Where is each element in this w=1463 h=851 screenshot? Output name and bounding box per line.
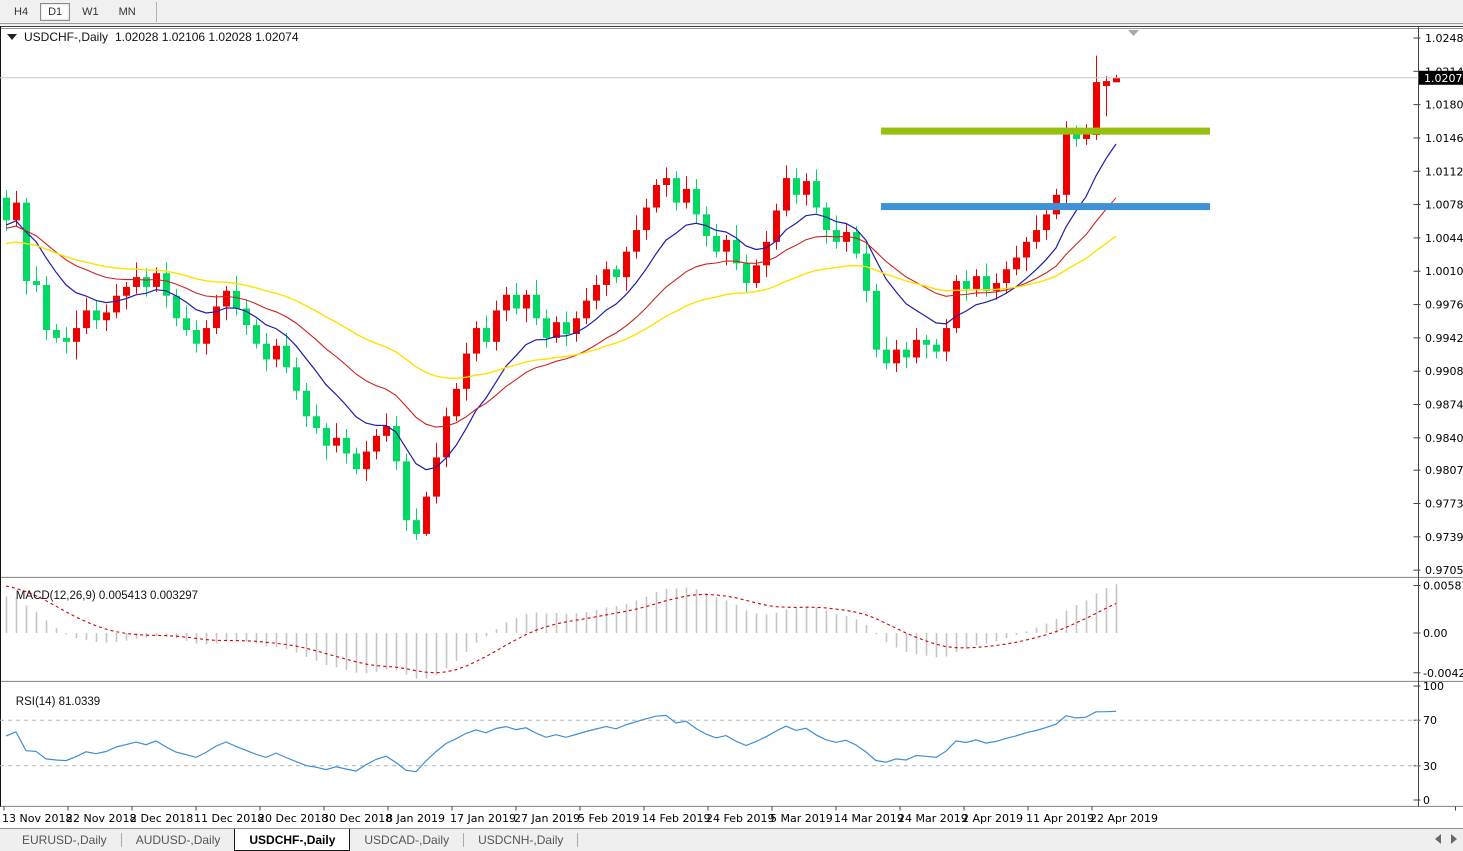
svg-text:5 Feb 2019: 5 Feb 2019 [578, 812, 639, 825]
svg-text:1.01120: 1.01120 [1425, 165, 1463, 178]
rsi-label: RSI(14) 81.0339 [3, 684, 100, 720]
svg-text:11 Apr 2019: 11 Apr 2019 [1026, 812, 1094, 825]
tab-scroll-arrows [1435, 834, 1457, 844]
timeframe-button-w1[interactable]: W1 [74, 3, 107, 21]
svg-text:24 Mar 2019: 24 Mar 2019 [898, 812, 968, 825]
chart-canvas[interactable]: 1.024801.021401.018001.014601.011201.007… [0, 26, 1463, 828]
tab-scroll-left-icon[interactable] [1435, 834, 1441, 844]
tab-separator [463, 833, 465, 847]
svg-text:1.02480: 1.02480 [1425, 32, 1463, 45]
tab-usdcnh[interactable]: USDCNH-,Daily [478, 833, 564, 847]
toolbar-separator [155, 1, 157, 22]
macd-values: 0.005413 0.003297 [98, 590, 199, 602]
svg-text:30 Dec 2018: 30 Dec 2018 [322, 812, 392, 825]
timeframe-toolbar: H4 D1 W1 MN [0, 0, 1463, 24]
chart-title-ohlc: 1.02028 1.02106 1.02028 1.02074 [115, 30, 299, 44]
tab-usdchf[interactable]: USDCHF-,Daily [234, 829, 351, 851]
svg-text:5 Mar 2019: 5 Mar 2019 [770, 812, 833, 825]
timeframe-button-h4[interactable]: H4 [6, 3, 36, 21]
svg-text:1.02074: 1.02074 [1424, 72, 1463, 85]
svg-text:1.01800: 1.01800 [1425, 99, 1463, 112]
svg-text:22 Nov 2018: 22 Nov 2018 [66, 812, 136, 825]
svg-text:11 Dec 2018: 11 Dec 2018 [194, 812, 264, 825]
svg-text:2 Apr 2019: 2 Apr 2019 [962, 812, 1023, 825]
svg-text:20 Dec 2018: 20 Dec 2018 [258, 812, 328, 825]
svg-text:1.00780: 1.00780 [1425, 199, 1463, 212]
svg-text:-0.004238: -0.004238 [1423, 667, 1463, 680]
svg-text:30: 30 [1423, 760, 1437, 773]
chart-tabs-bar: EURUSD-,Daily AUDUSD-,Daily USDCHF-,Dail… [0, 828, 1463, 851]
svg-text:24 Feb 2019: 24 Feb 2019 [706, 812, 774, 825]
svg-text:13 Nov 2018: 13 Nov 2018 [2, 812, 72, 825]
svg-text:27 Jan 2019: 27 Jan 2019 [514, 812, 580, 825]
svg-text:22 Apr 2019: 22 Apr 2019 [1090, 812, 1158, 825]
svg-text:2 Dec 2018: 2 Dec 2018 [130, 812, 193, 825]
chart-title-symbol: USDCHF-,Daily [24, 30, 108, 44]
macd-label: MACD(12,26,9) 0.005413 0.003297 [3, 578, 198, 614]
tab-scroll-right-icon[interactable] [1451, 834, 1457, 844]
tab-separator [577, 833, 579, 847]
tab-usdcad[interactable]: USDCAD-,Daily [364, 833, 450, 847]
tab-audusd[interactable]: AUDUSD-,Daily [135, 833, 221, 847]
timeframe-button-d1[interactable]: D1 [40, 2, 71, 21]
svg-text:1.01460: 1.01460 [1425, 132, 1463, 145]
tab-eurusd[interactable]: EURUSD-,Daily [22, 833, 107, 847]
svg-text:14 Mar 2019: 14 Mar 2019 [834, 812, 904, 825]
timeframe-button-mn[interactable]: MN [111, 3, 144, 21]
chart-title: USDCHF-,Daily 1.02028 1.02106 1.02028 1.… [7, 30, 299, 44]
svg-text:8 Jan 2019: 8 Jan 2019 [386, 812, 445, 825]
svg-text:0.005873: 0.005873 [1423, 580, 1463, 593]
svg-text:0.00: 0.00 [1423, 627, 1448, 640]
macd-name: MACD(12,26,9) [15, 590, 96, 602]
rsi-name: RSI(14) [15, 696, 56, 708]
svg-text:70: 70 [1423, 714, 1437, 727]
svg-text:0: 0 [1423, 794, 1430, 807]
rsi-value: 81.0339 [58, 696, 101, 708]
chart-dropdown-icon[interactable] [7, 34, 17, 40]
svg-text:100: 100 [1423, 680, 1444, 693]
svg-text:17 Jan 2019: 17 Jan 2019 [450, 812, 516, 825]
svg-text:14 Feb 2019: 14 Feb 2019 [642, 812, 710, 825]
svg-text:1.00440: 1.00440 [1425, 232, 1463, 245]
tab-separator [120, 833, 122, 847]
